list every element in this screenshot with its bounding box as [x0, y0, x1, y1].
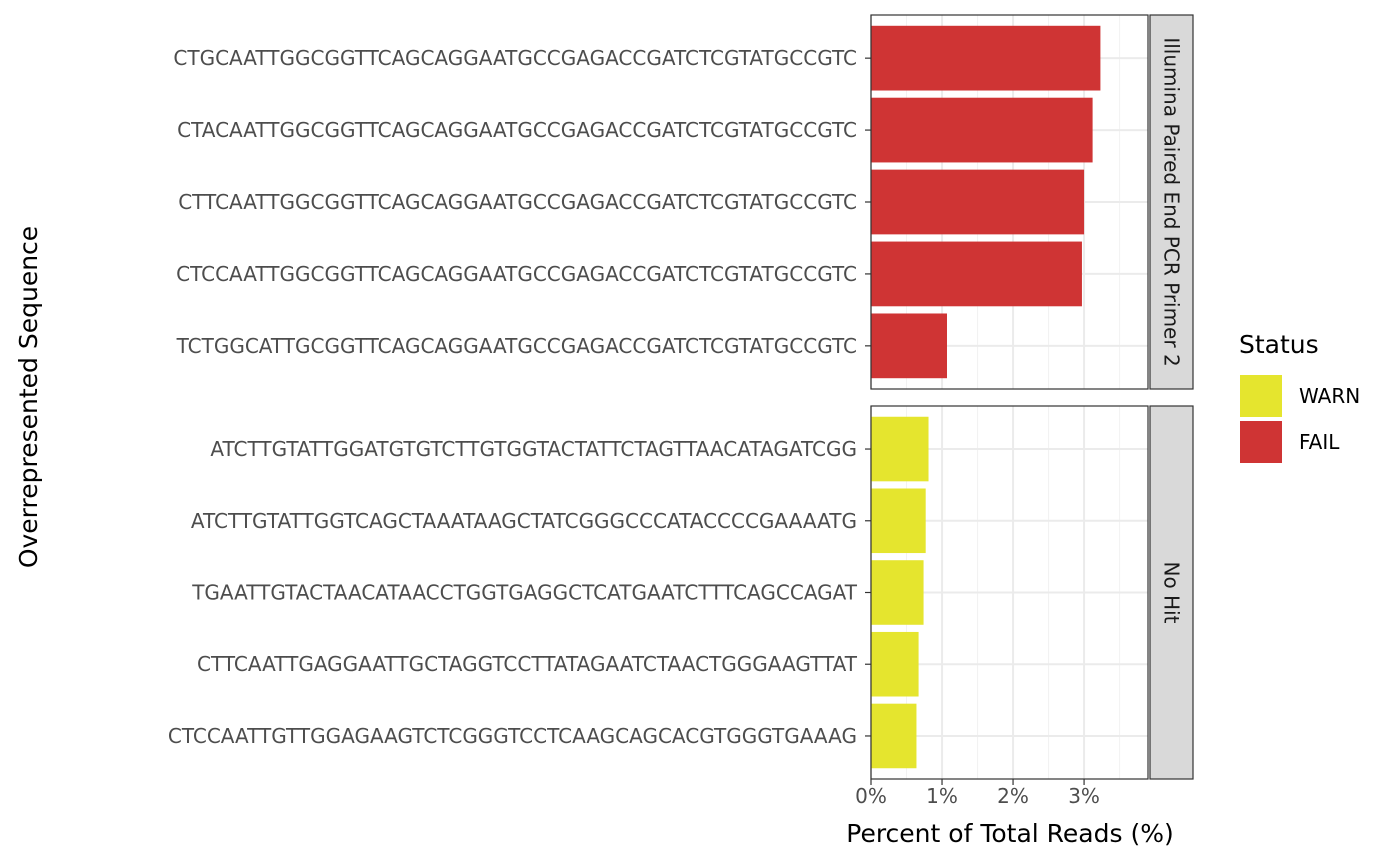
legend-title: Status: [1239, 330, 1319, 359]
y-tick-label: CTTCAATTGAGGAATTGCTAGGTCCTTATAGAATCTAACT…: [197, 652, 858, 676]
y-tick-label: CTCCAATTGGCGGTTCAGCAGGAATGCCGAGACCGATCTC…: [176, 262, 857, 286]
x-tick-label: 0%: [855, 784, 887, 808]
y-tick-label: ATCTTGTATTGGATGTGTCTTGTGGTACTATTCTAGTTAA…: [210, 437, 857, 461]
facet-strip-label: Illumina Paired End PCR Primer 2: [1160, 37, 1184, 366]
bar: [871, 560, 924, 625]
legend-key: [1240, 421, 1282, 463]
legend-label: FAIL: [1299, 430, 1340, 454]
x-tick-label: 3%: [1068, 784, 1100, 808]
bar: [871, 631, 919, 697]
y-tick-label: ATCTTGTATTGGTCAGCTAAATAAGCTATCGGGCCCATAC…: [191, 509, 857, 533]
bar: [871, 25, 1101, 91]
facet-strip-label: No Hit: [1160, 562, 1184, 624]
y-tick-label: CTCCAATTGTTGGAGAAGTCTCGGGTCCTCAAGCAGCACG…: [168, 724, 857, 748]
y-tick-label: CTACAATTGGCGGTTCAGCAGGAATGCCGAGACCGATCTC…: [177, 118, 857, 142]
y-tick-label: TGAATTGTACTAACATAACCTGGTGAGGCTCATGAATCTT…: [191, 581, 858, 605]
legend-label: WARN: [1299, 384, 1360, 408]
facet-strip: [1149, 405, 1194, 780]
bar: [871, 169, 1085, 235]
panel-border: [870, 14, 1149, 390]
bar: [871, 313, 947, 379]
panel-border: [870, 405, 1149, 780]
x-tick-label: 2%: [997, 784, 1029, 808]
y-tick-label: CTTCAATTGGCGGTTCAGCAGGAATGCCGAGACCGATCTC…: [178, 190, 857, 214]
y-tick-label: TCTGGCATTGCGGTTCAGCAGGAATGCCGAGACCGATCTC…: [176, 334, 857, 358]
y-tick-label: CTGCAATTGGCGGTTCAGCAGGAATGCCGAGACCGATCTC…: [173, 46, 857, 70]
bar: [871, 416, 929, 482]
bar: [871, 703, 917, 769]
bar: [871, 488, 926, 554]
bar: [871, 241, 1082, 307]
x-tick-label: 1%: [926, 784, 958, 808]
legend-key: [1240, 375, 1282, 417]
facet-strip: [1149, 14, 1194, 390]
y-axis-title: Overrepresented Sequence: [14, 226, 43, 568]
x-axis-title: Percent of Total Reads (%): [846, 819, 1173, 848]
bar: [871, 97, 1093, 163]
